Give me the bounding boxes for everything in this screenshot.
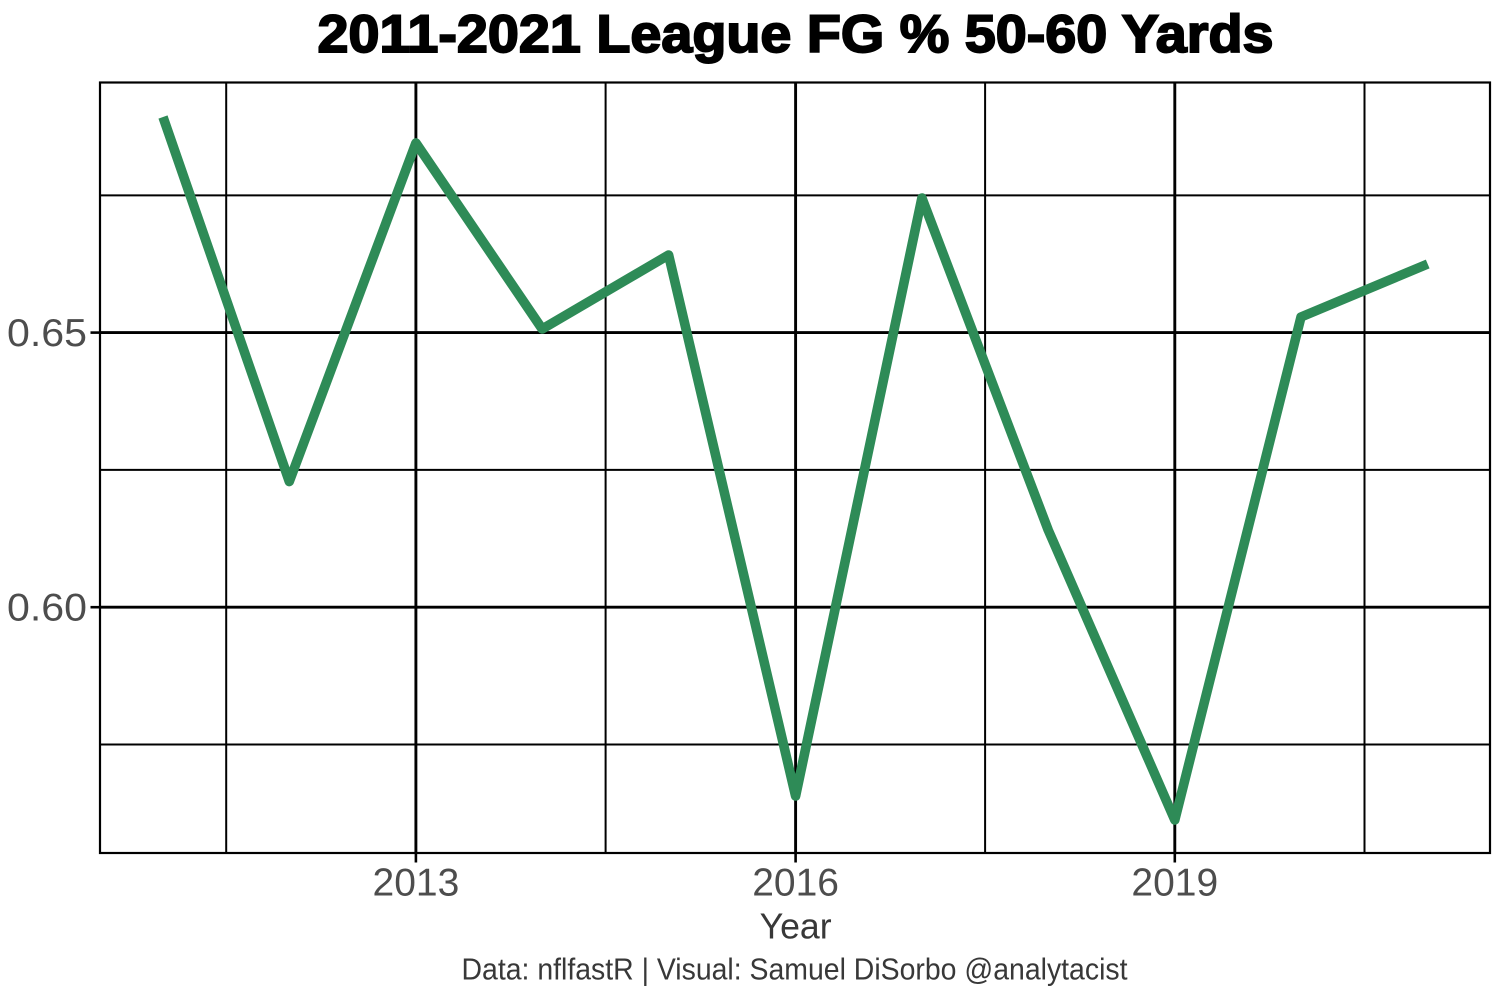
svg-text:Data: nflfastR | Visual: Samue: Data: nflfastR | Visual: Samuel DiSorbo … bbox=[462, 953, 1128, 987]
svg-text:0.60: 0.60 bbox=[7, 587, 87, 630]
svg-text:0.65: 0.65 bbox=[7, 312, 87, 355]
svg-text:2016: 2016 bbox=[752, 862, 839, 905]
svg-text:2013: 2013 bbox=[373, 862, 460, 905]
svg-text:2019: 2019 bbox=[1131, 862, 1218, 905]
svg-text:Year: Year bbox=[760, 906, 832, 947]
svg-text:2011-2021 League FG % 50-60 Ya: 2011-2021 League FG % 50-60 Yards bbox=[318, 5, 1274, 64]
